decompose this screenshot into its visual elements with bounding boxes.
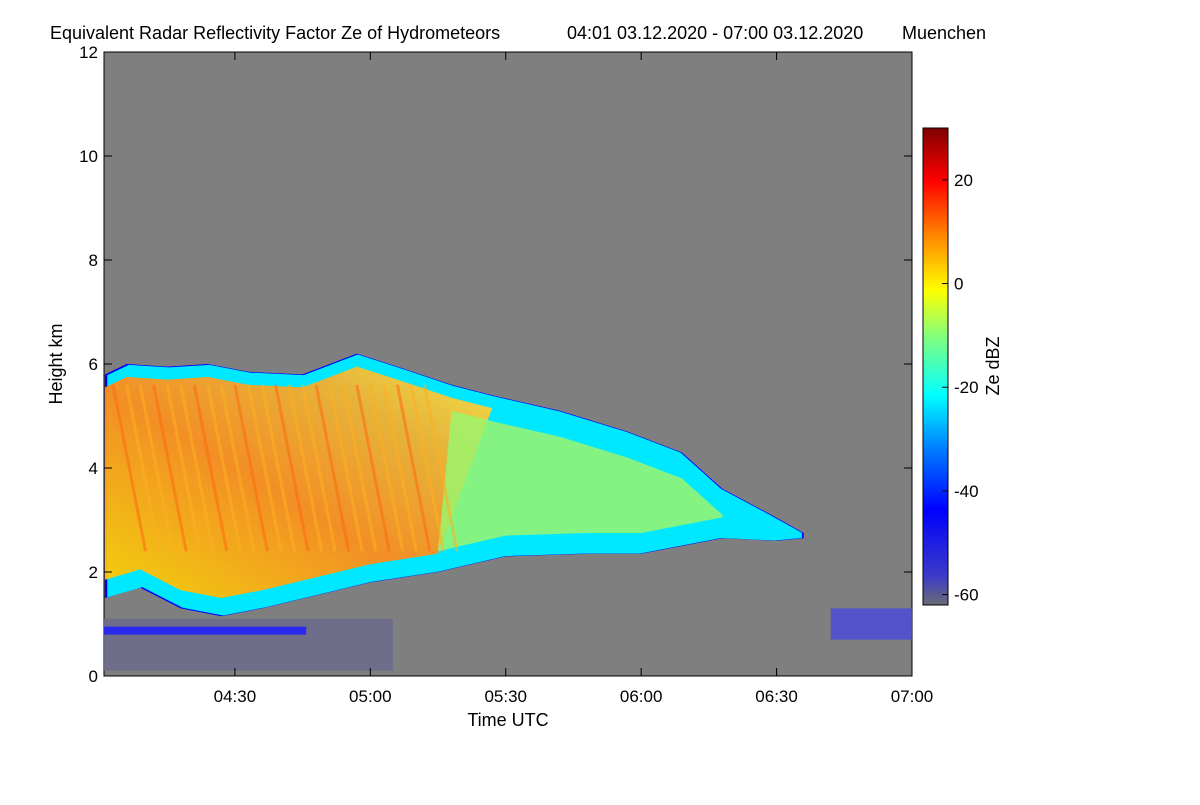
fall-streak: [314, 384, 351, 552]
fall-streak: [233, 384, 269, 552]
y-axis-ticks: 0 2 4 6 8 10 12: [79, 43, 912, 686]
fall-streak: [165, 384, 202, 552]
colorbar-ticks: -60 -40 -20 0 20: [942, 171, 979, 605]
x-tick-label: 07:00: [891, 687, 934, 706]
chart-title: Equivalent Radar Reflectivity Factor Ze …: [50, 23, 500, 43]
fall-streak: [423, 384, 459, 552]
colorbar: [922, 127, 949, 606]
fall-streak: [179, 384, 215, 552]
fall-streak: [355, 384, 391, 552]
x-tick-label: 06:00: [620, 687, 663, 706]
fall-streak: [125, 384, 161, 552]
late-low-echo: [830, 608, 912, 640]
y-tick-label: 2: [89, 563, 98, 582]
low-echo-band-top: [104, 626, 307, 635]
fall-streak: [368, 384, 405, 552]
fall-streak: [301, 384, 337, 552]
echo-green-zone: [438, 410, 723, 552]
fall-streak: [192, 384, 229, 552]
x-tick-label: 05:00: [349, 687, 392, 706]
fall-streak: [152, 384, 188, 552]
y-axis-label: Height km: [46, 323, 66, 404]
fall-streak: [246, 384, 283, 552]
x-tick-label: 04:30: [214, 687, 257, 706]
y-tick-label: 4: [89, 459, 98, 478]
x-tick-label: 05:30: [484, 687, 527, 706]
fall-streak: [111, 384, 148, 552]
fall-streak: [260, 384, 296, 552]
fall-streak: [328, 384, 364, 552]
y-tick-label: 12: [79, 43, 98, 62]
x-axis-label: Time UTC: [467, 710, 548, 730]
chart-period: 04:01 03.12.2020 - 07:00 03.12.2020: [567, 23, 863, 43]
colorbar-label: Ze dBZ: [983, 336, 1003, 395]
fall-streak: [138, 384, 175, 552]
colorbar-tick-label: 20: [954, 171, 973, 190]
fall-streak: [287, 384, 324, 552]
colorbar-tick-label: -60: [954, 586, 979, 605]
fall-streak: [395, 384, 432, 552]
fall-streak: [341, 384, 378, 552]
y-tick-label: 0: [89, 667, 98, 686]
fall-streak: [409, 384, 445, 552]
y-tick-label: 8: [89, 251, 98, 270]
x-axis-ticks: 04:30 05:00 05:30 06:00 06:30 07:00: [214, 52, 934, 706]
fall-streak: [206, 384, 242, 552]
colorbar-tick-label: -40: [954, 482, 979, 501]
fall-streak: [382, 384, 418, 552]
fall-streak: [274, 384, 310, 552]
x-tick-label: 06:30: [755, 687, 798, 706]
fall-streak: [219, 384, 256, 552]
y-tick-label: 10: [79, 147, 98, 166]
echo-layer: [104, 353, 912, 671]
y-tick-label: 6: [89, 355, 98, 374]
colorbar-tick-label: 0: [954, 275, 963, 294]
colorbar-tick-label: -20: [954, 378, 979, 397]
chart-location: Muenchen: [902, 23, 986, 43]
